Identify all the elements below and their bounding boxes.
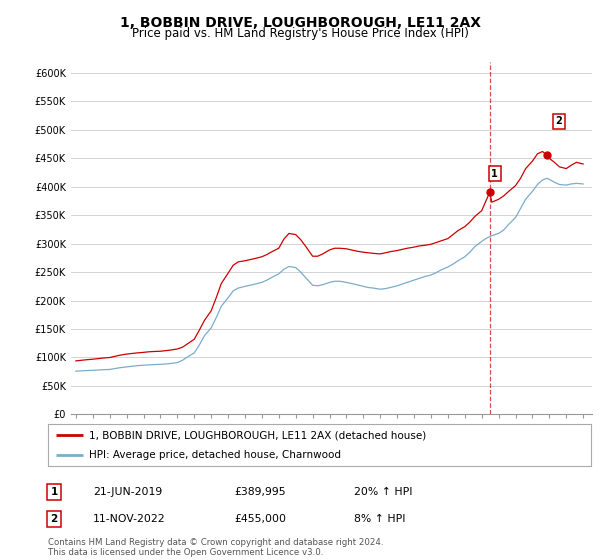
Text: 1, BOBBIN DRIVE, LOUGHBOROUGH, LE11 2AX (detached house): 1, BOBBIN DRIVE, LOUGHBOROUGH, LE11 2AX … — [89, 430, 426, 440]
Text: Contains HM Land Registry data © Crown copyright and database right 2024.
This d: Contains HM Land Registry data © Crown c… — [48, 538, 383, 557]
Text: £455,000: £455,000 — [234, 514, 286, 524]
Text: £389,995: £389,995 — [234, 487, 286, 497]
Text: 1, BOBBIN DRIVE, LOUGHBOROUGH, LE11 2AX: 1, BOBBIN DRIVE, LOUGHBOROUGH, LE11 2AX — [119, 16, 481, 30]
Text: 2: 2 — [556, 116, 562, 126]
Text: 1: 1 — [50, 487, 58, 497]
Text: 1: 1 — [491, 169, 498, 179]
Text: Price paid vs. HM Land Registry's House Price Index (HPI): Price paid vs. HM Land Registry's House … — [131, 27, 469, 40]
Text: 2: 2 — [50, 514, 58, 524]
Text: 20% ↑ HPI: 20% ↑ HPI — [354, 487, 413, 497]
Text: 21-JUN-2019: 21-JUN-2019 — [93, 487, 162, 497]
Text: 11-NOV-2022: 11-NOV-2022 — [93, 514, 166, 524]
Text: HPI: Average price, detached house, Charnwood: HPI: Average price, detached house, Char… — [89, 450, 341, 460]
Text: 8% ↑ HPI: 8% ↑ HPI — [354, 514, 406, 524]
